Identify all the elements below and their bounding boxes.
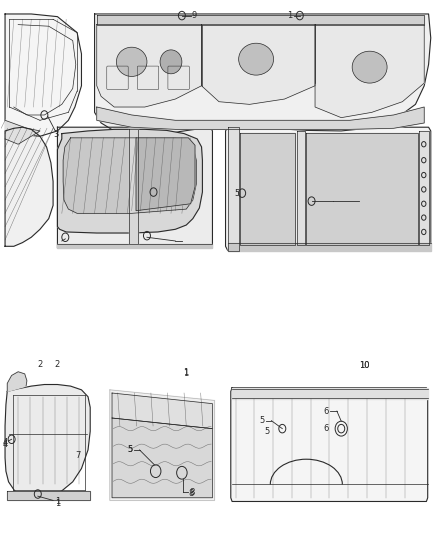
Text: 1: 1: [55, 497, 60, 506]
Text: 1: 1: [183, 368, 188, 377]
Text: 8: 8: [188, 489, 194, 498]
Polygon shape: [232, 387, 427, 399]
Text: 4: 4: [3, 440, 8, 449]
Text: 2: 2: [37, 360, 42, 369]
Polygon shape: [297, 131, 305, 245]
Polygon shape: [7, 491, 90, 500]
Text: 5: 5: [128, 446, 133, 455]
Polygon shape: [97, 107, 424, 130]
Polygon shape: [112, 418, 212, 498]
Text: 7: 7: [75, 451, 80, 460]
Polygon shape: [5, 120, 40, 144]
Polygon shape: [240, 133, 295, 245]
Text: 2: 2: [54, 360, 60, 369]
Polygon shape: [5, 14, 81, 136]
Text: 8: 8: [189, 488, 194, 497]
Polygon shape: [57, 244, 212, 248]
Polygon shape: [419, 131, 428, 245]
Text: 5: 5: [235, 189, 240, 198]
Polygon shape: [201, 25, 315, 104]
Polygon shape: [112, 393, 212, 429]
Text: 1: 1: [183, 369, 188, 378]
Polygon shape: [7, 372, 27, 391]
Ellipse shape: [117, 47, 147, 76]
Polygon shape: [57, 130, 202, 233]
Text: 6: 6: [324, 407, 329, 416]
Polygon shape: [231, 387, 427, 502]
Polygon shape: [5, 127, 53, 246]
Polygon shape: [306, 133, 418, 245]
Text: 5: 5: [128, 446, 133, 455]
Text: 3: 3: [53, 130, 58, 139]
Polygon shape: [97, 15, 424, 25]
Polygon shape: [130, 130, 138, 244]
Text: 4: 4: [3, 439, 8, 448]
Polygon shape: [57, 127, 212, 248]
Polygon shape: [315, 25, 424, 118]
Polygon shape: [228, 243, 431, 251]
Polygon shape: [228, 127, 239, 251]
Text: 10: 10: [360, 361, 370, 370]
Text: 5: 5: [260, 416, 265, 425]
Polygon shape: [110, 390, 215, 500]
Polygon shape: [136, 138, 195, 211]
Text: 9: 9: [191, 11, 197, 20]
Ellipse shape: [239, 43, 274, 75]
Ellipse shape: [160, 50, 182, 74]
Polygon shape: [97, 25, 201, 107]
Polygon shape: [226, 127, 431, 251]
Ellipse shape: [352, 51, 387, 83]
Polygon shape: [5, 384, 90, 498]
Text: 5: 5: [264, 427, 269, 436]
Text: 1: 1: [55, 498, 60, 507]
Text: 10: 10: [360, 361, 370, 370]
Polygon shape: [63, 138, 196, 213]
Text: 1: 1: [287, 11, 292, 20]
Text: 6: 6: [324, 424, 329, 433]
Polygon shape: [95, 14, 431, 135]
